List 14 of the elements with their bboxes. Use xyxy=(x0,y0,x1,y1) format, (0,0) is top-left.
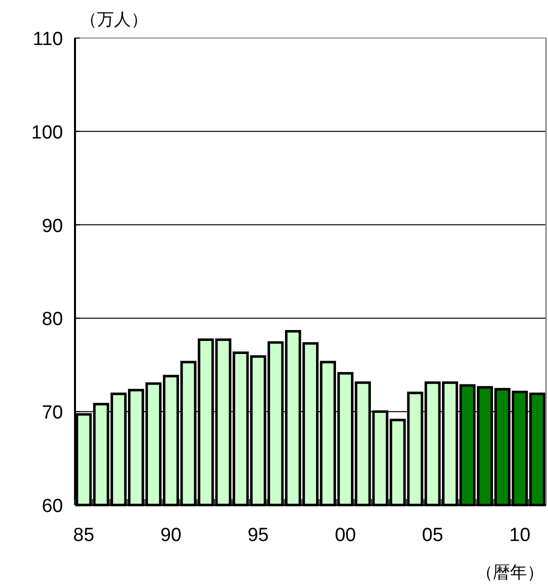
x-tick-label: 90 xyxy=(160,525,182,546)
y-tick-label: 100 xyxy=(31,122,63,144)
x-tick-label: 05 xyxy=(422,525,444,546)
x-axis-title: （暦年） xyxy=(476,563,544,582)
x-tick-label: 10 xyxy=(509,525,530,546)
y-tick-label: 80 xyxy=(42,309,63,330)
x-tick-label: 85 xyxy=(73,525,94,546)
y-tick-label: 90 xyxy=(42,216,63,237)
x-tick-label: 00 xyxy=(334,525,356,546)
y-tick-label: 110 xyxy=(32,29,63,50)
x-tick-label: 95 xyxy=(248,525,269,546)
y-tick-label: 70 xyxy=(42,402,63,424)
y-axis-title: （万人） xyxy=(80,10,148,29)
y-tick-label: 60 xyxy=(42,496,63,517)
